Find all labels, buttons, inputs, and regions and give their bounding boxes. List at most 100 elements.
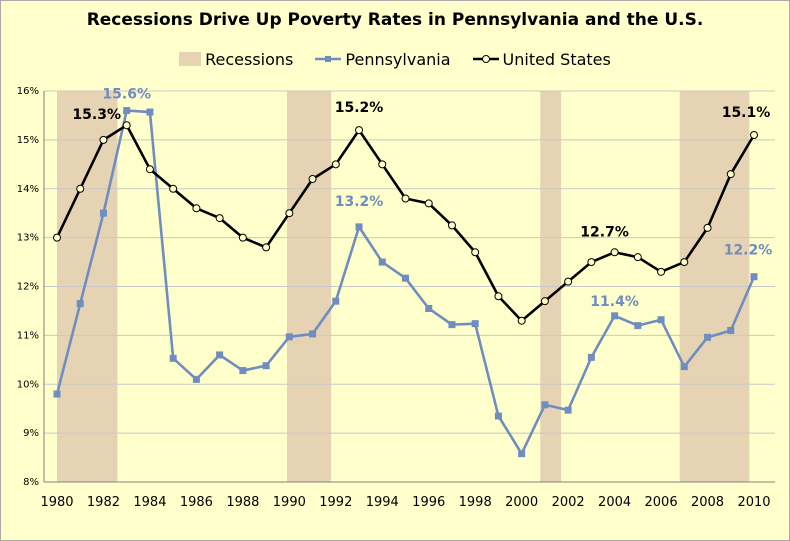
- point-pennsylvania-1997: [448, 321, 456, 329]
- point-united-states-2008: [703, 223, 712, 232]
- legend: Recessions Pennsylvania United States: [0, 48, 790, 70]
- point-pennsylvania-1987: [216, 351, 224, 359]
- point-pennsylvania-1995: [402, 274, 409, 282]
- x-tick-label-1998: 1998: [459, 495, 492, 510]
- point-united-states-1992: [331, 160, 340, 169]
- point-pennsylvania-1985: [169, 354, 177, 362]
- y-tick-label-8: 8%: [23, 477, 39, 488]
- legend-swatch-recessions: [179, 52, 202, 66]
- point-united-states-1993: [355, 126, 364, 135]
- point-united-states-2007: [680, 258, 689, 267]
- point-united-states-1985: [169, 184, 178, 193]
- point-pennsylvania-1998: [471, 320, 479, 328]
- y-tick-label-13: 13%: [17, 233, 39, 244]
- annotation-pennsylvania-1983: 15.6%: [102, 87, 151, 103]
- point-pennsylvania-1990: [285, 333, 293, 341]
- point-pennsylvania-2008: [704, 333, 712, 341]
- point-united-states-1984: [145, 165, 154, 174]
- point-united-states-2009: [726, 170, 735, 179]
- point-united-states-2004: [610, 248, 619, 257]
- point-pennsylvania-1993: [355, 223, 363, 231]
- point-pennsylvania-2003: [587, 353, 595, 361]
- x-tick-label-1992: 1992: [319, 495, 352, 510]
- annotation-united-states-2004: 12.7%: [580, 224, 629, 240]
- point-pennsylvania-2010: [750, 273, 758, 281]
- y-tick-label-16: 16%: [17, 86, 39, 97]
- point-united-states-1989: [262, 243, 271, 252]
- legend-item-pennsylvania: Pennsylvania: [315, 50, 451, 69]
- chart-title: Recessions Drive Up Poverty Rates in Pen…: [86, 10, 704, 30]
- point-united-states-1980: [53, 233, 61, 242]
- point-pennsylvania-2002: [564, 406, 572, 414]
- x-tick-label-1994: 1994: [366, 495, 399, 510]
- point-united-states-1997: [447, 221, 456, 230]
- point-pennsylvania-2000: [518, 450, 526, 458]
- point-pennsylvania-1986: [192, 375, 200, 383]
- point-united-states-1983: [122, 121, 131, 130]
- point-pennsylvania-2009: [727, 326, 735, 334]
- annotation-pennsylvania-2010: 12.2%: [724, 243, 773, 259]
- point-united-states-1987: [215, 214, 224, 223]
- annotation-pennsylvania-2004: 11.4%: [590, 294, 639, 310]
- point-united-states-1991: [308, 174, 317, 183]
- point-united-states-1990: [285, 209, 294, 218]
- point-united-states-1981: [76, 184, 85, 193]
- point-pennsylvania-1981: [76, 300, 84, 308]
- point-pennsylvania-1991: [309, 330, 317, 338]
- point-united-states-1986: [192, 204, 201, 213]
- point-pennsylvania-1982: [99, 209, 107, 217]
- point-united-states-1995: [401, 194, 410, 203]
- point-pennsylvania-1984: [146, 108, 154, 116]
- point-united-states-2006: [657, 267, 666, 276]
- point-pennsylvania-1996: [425, 304, 433, 312]
- legend-swatch-united-states: [472, 55, 499, 63]
- x-tick-label-2004: 2004: [598, 495, 631, 510]
- y-tick-label-10: 10%: [17, 379, 39, 390]
- x-tick-label-2008: 2008: [691, 495, 724, 510]
- x-tick-label-1980: 1980: [40, 495, 73, 510]
- x-tick-label-1982: 1982: [87, 495, 120, 510]
- point-united-states-2010: [750, 130, 758, 139]
- point-united-states-1998: [471, 248, 480, 257]
- point-pennsylvania-1989: [262, 362, 270, 370]
- y-tick-label-12: 12%: [17, 282, 39, 293]
- point-pennsylvania-1983: [123, 107, 131, 115]
- point-united-states-2001: [540, 297, 549, 306]
- x-tick-label-1988: 1988: [226, 495, 259, 510]
- y-tick-label-15: 15%: [17, 135, 39, 146]
- annotation-united-states-1993: 15.2%: [335, 100, 384, 116]
- legend-item-united-states: United States: [472, 49, 611, 69]
- x-tick-label-2010: 2010: [737, 495, 770, 510]
- series-line-pennsylvania: [55, 109, 756, 455]
- x-tick-label-1996: 1996: [412, 495, 445, 510]
- annotation-united-states-2010: 15.1%: [722, 105, 771, 121]
- legend-label-recessions: Recessions: [205, 49, 294, 69]
- point-pennsylvania-1988: [239, 367, 247, 375]
- point-pennsylvania-2004: [611, 312, 619, 320]
- point-pennsylvania-1999: [494, 412, 502, 420]
- point-united-states-1994: [378, 160, 387, 169]
- x-tick-label-1986: 1986: [180, 495, 213, 510]
- y-tick-label-11: 11%: [17, 330, 39, 341]
- legend-item-recessions: Recessions: [179, 50, 293, 69]
- point-pennsylvania-2006: [657, 316, 665, 324]
- point-pennsylvania-1980: [53, 390, 61, 398]
- legend-label-united-states: United States: [502, 49, 611, 69]
- point-united-states-2005: [633, 253, 642, 262]
- annotation-pennsylvania-1993: 13.2%: [335, 194, 384, 210]
- point-united-states-2003: [587, 258, 596, 267]
- legend-swatch-pennsylvania: [315, 56, 342, 62]
- point-united-states-1982: [99, 135, 108, 144]
- x-tick-label-2002: 2002: [552, 495, 585, 510]
- point-pennsylvania-1994: [378, 258, 386, 266]
- point-united-states-1999: [494, 292, 503, 301]
- point-united-states-1988: [238, 233, 247, 242]
- annotation-united-states-1983: 15.3%: [72, 107, 121, 123]
- y-tick-label-9: 9%: [23, 428, 39, 439]
- point-united-states-2000: [517, 316, 526, 325]
- point-united-states-1996: [424, 199, 433, 208]
- y-tick-label-14: 14%: [17, 184, 39, 195]
- point-united-states-2002: [564, 277, 573, 286]
- point-pennsylvania-2007: [680, 363, 688, 371]
